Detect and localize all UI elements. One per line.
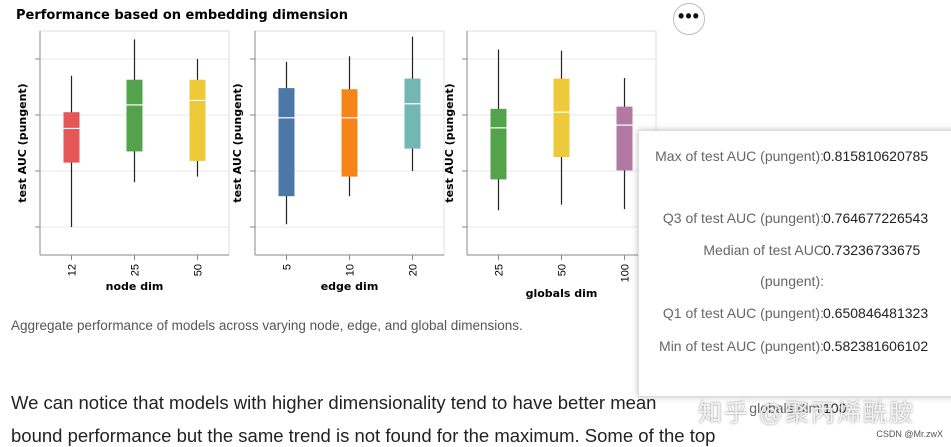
x-tick-label: 50 [193,264,205,276]
box [341,89,358,177]
x-tick-label: 10 [345,264,357,276]
tooltip-label: Median of test AUC (pungent): [703,242,824,289]
tooltip-value: 0.582381606102 [823,338,929,354]
x-tick-label: 12 [67,264,79,276]
body-text-line-1: We can notice that models with higher di… [11,392,657,413]
y-axis-label: test AUC (pungent) [443,83,456,202]
box [490,108,507,180]
watermark-small: CSDN @Mr.zwX [876,429,943,439]
figure-caption: Aggregate performance of models across v… [11,318,523,333]
body-text-line-2: bound performance but the same trend is … [11,425,716,446]
box [63,112,80,163]
x-tick-label: 5 [282,264,294,270]
tooltip-label: Min of test AUC (pungent): [659,338,824,354]
box [189,79,206,161]
y-axis-label: test AUC (pungent) [16,83,29,202]
box [278,88,295,197]
chart-title: Performance based on embedding dimension [16,8,348,23]
more-options-button[interactable]: ••• [673,3,705,35]
x-axis-label: globals dim [526,287,598,300]
tooltip-value: 0.73236733675 [823,242,921,258]
more-icon: ••• [678,6,700,26]
x-tick-label: 20 [408,264,420,276]
x-axis-label: edge dim [321,280,379,293]
box [126,79,143,152]
tooltip-label: Q1 of test AUC (pungent): [662,305,824,321]
x-axis-label: node dim [106,280,164,293]
box [553,78,570,157]
tooltip-label: globals dim: [749,400,824,416]
tooltip-value: 0.764677226543 [823,210,929,226]
x-tick-label: 25 [130,264,142,276]
x-tick-label: 100 [620,264,632,282]
x-tick-label: 25 [494,264,506,276]
chart-tooltip: Max of test AUC (pungent): 0.81581062078… [638,130,951,416]
box [616,106,633,171]
tooltip-value: 0.650846481323 [823,305,929,321]
y-axis-label: test AUC (pungent) [231,83,244,202]
x-tick-label: 50 [557,264,569,276]
boxplot-charts: test AUC (pungent) node dim 12 25 50 test AUC… [16,30,657,300]
box [404,78,421,149]
tooltip-value: 100 [823,400,847,416]
tooltip-value: 0.815810620785 [823,148,929,164]
tooltip-label: Q3 of test AUC (pungent): [662,210,824,226]
watermark: 知乎 @聚丙烯酰胺 [698,400,916,427]
tooltip-label: Max of test AUC (pungent): [655,148,824,164]
